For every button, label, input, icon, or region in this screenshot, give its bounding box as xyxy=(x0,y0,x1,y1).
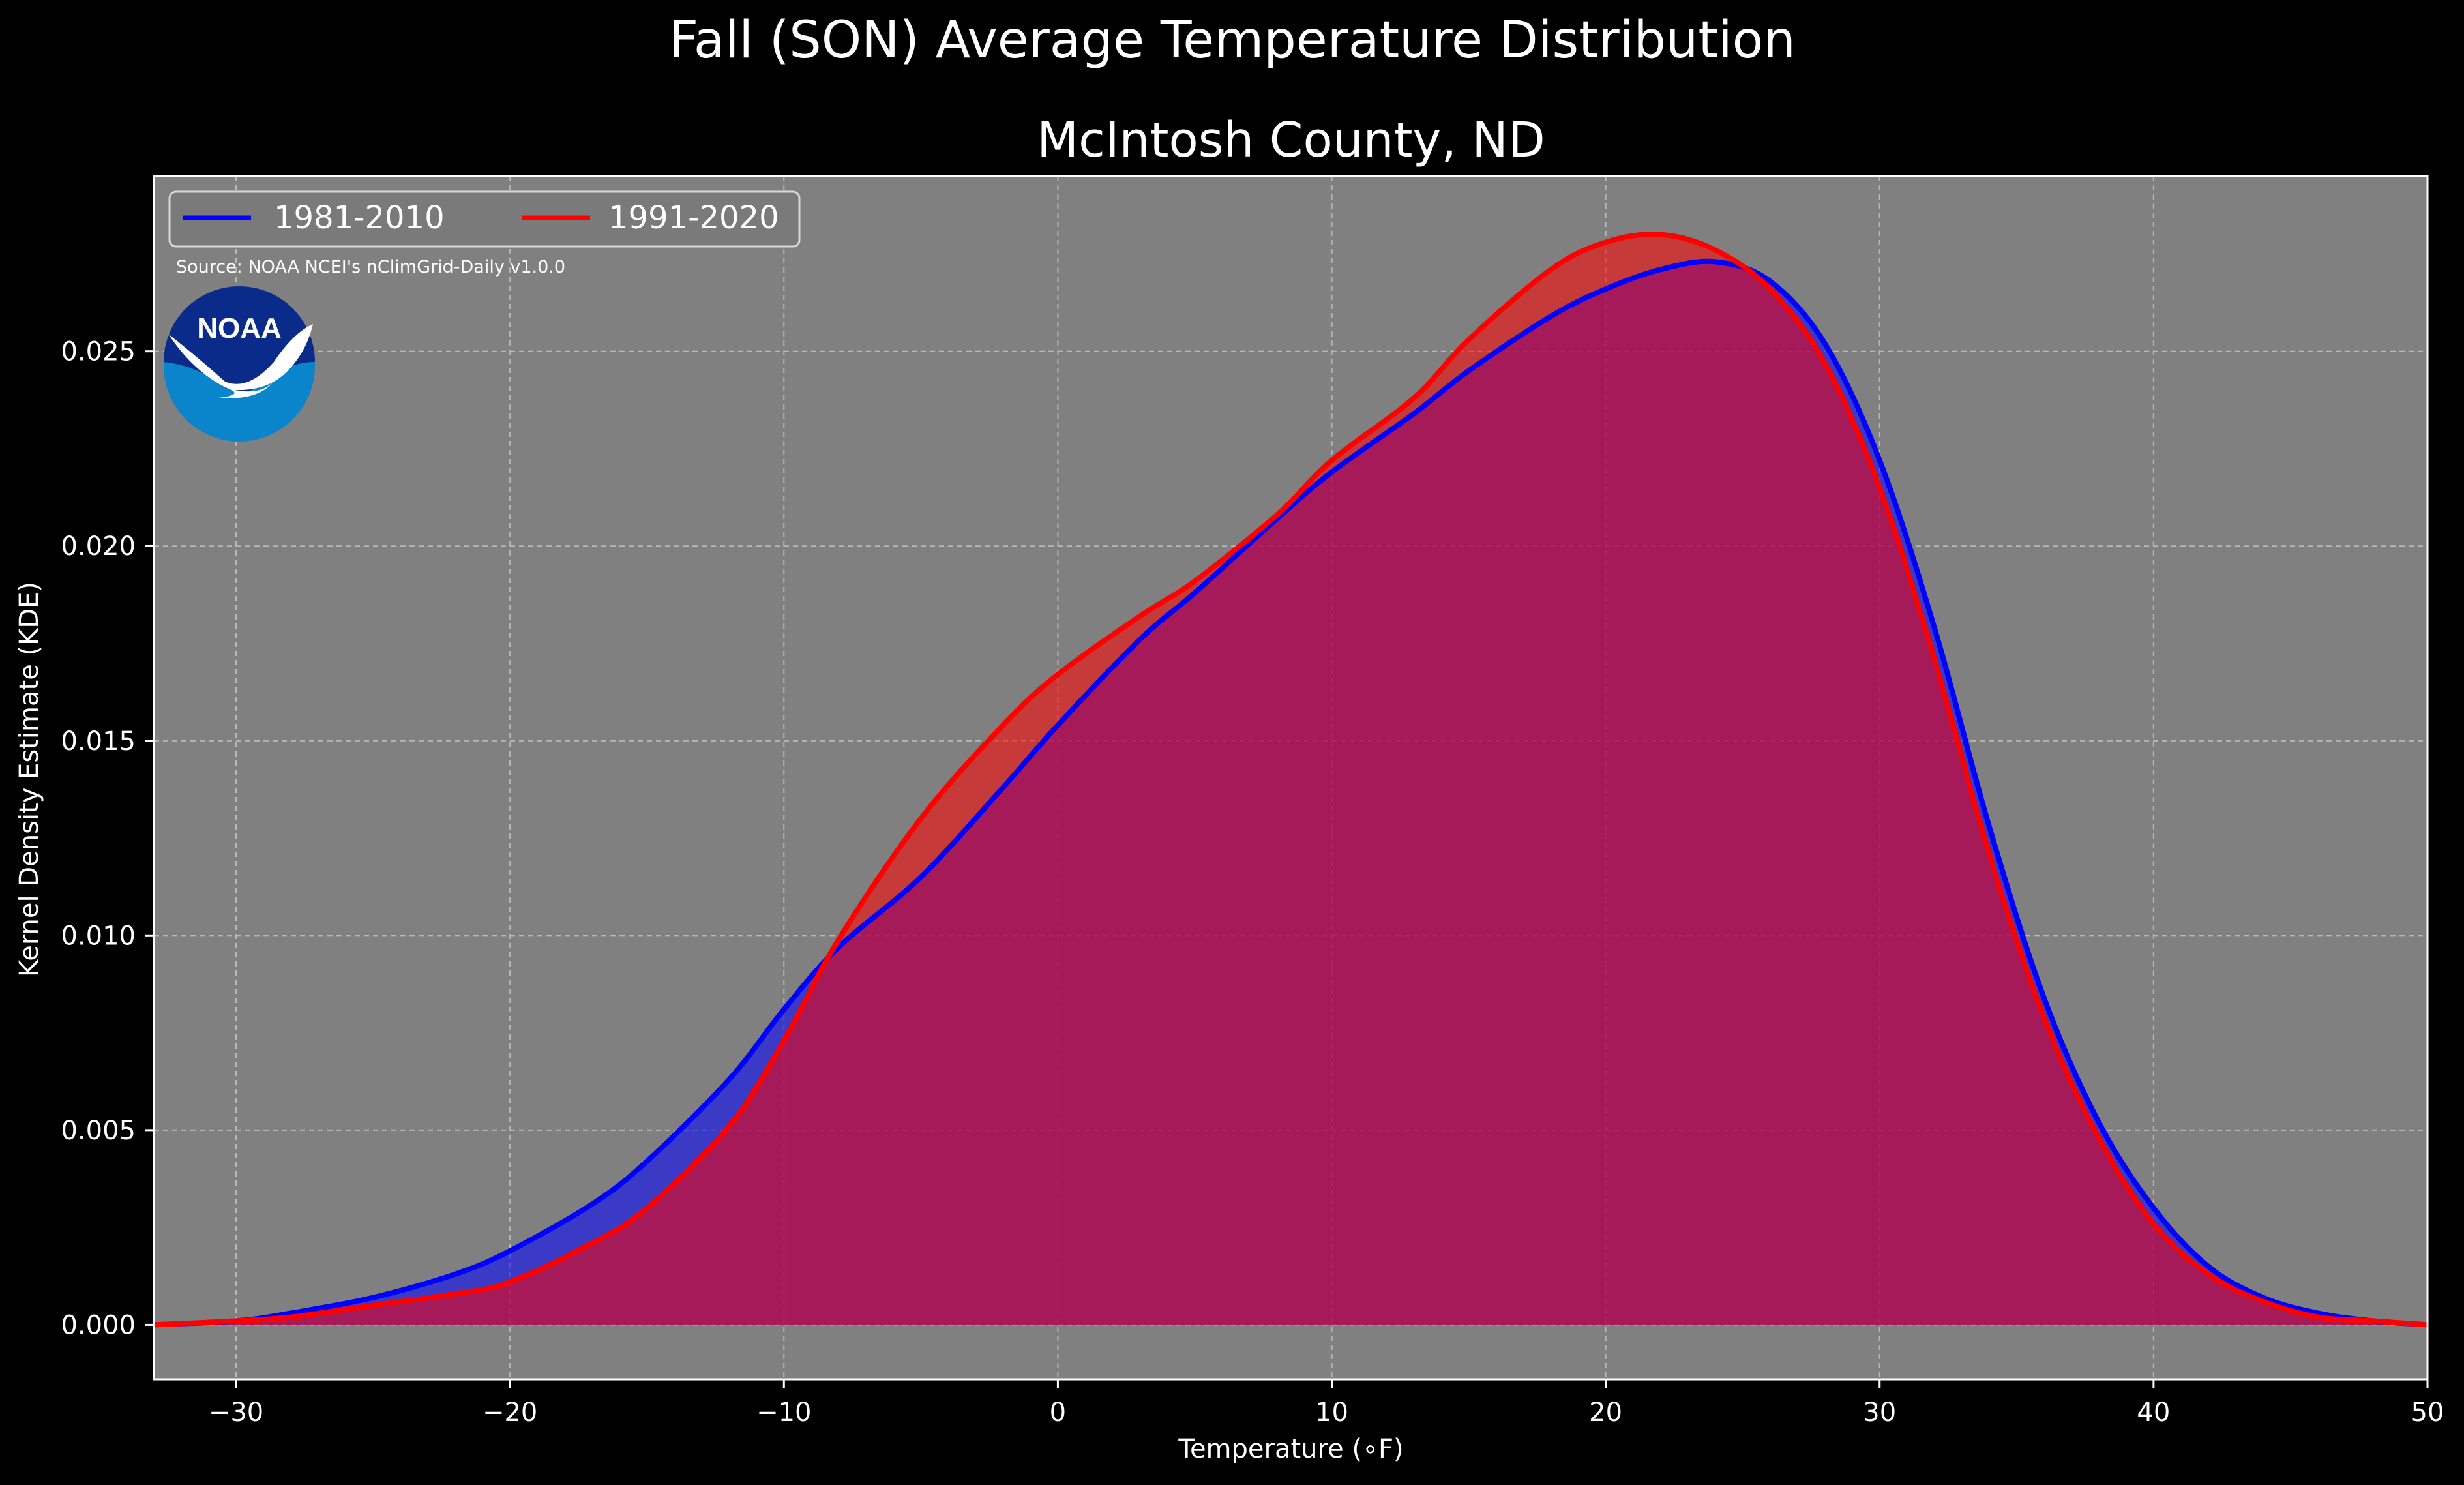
noaa-logo: NOAA xyxy=(164,286,315,442)
x-tick-label: 20 xyxy=(1589,1398,1622,1428)
x-tick-label: 0 xyxy=(1050,1398,1066,1428)
series-fills xyxy=(154,234,2427,1325)
source-note: Source: NOAA NCEI's nClimGrid-Daily v1.0… xyxy=(176,257,565,277)
legend-label-1981-2010: 1981-2010 xyxy=(274,200,445,236)
y-tick-label: 0.010 xyxy=(61,921,136,951)
x-axis: −30 −20 −10 0 10 20 30 40 50 xyxy=(209,1379,2444,1428)
legend-box xyxy=(168,190,801,248)
y-tick-label: 0.020 xyxy=(61,532,136,562)
chart-subtitle: McIntosh County, ND xyxy=(1037,112,1545,168)
x-tick-label: −30 xyxy=(209,1398,263,1428)
series-area-1991-2020 xyxy=(154,234,2427,1325)
y-axis-label: Kernel Density Estimate (KDE) xyxy=(14,582,44,977)
noaa-logo-gull xyxy=(168,324,313,398)
y-tick-label: 0.005 xyxy=(61,1116,136,1146)
series-line-1991-2020 xyxy=(153,232,2428,1328)
series-line-1981-2010 xyxy=(153,258,2428,1328)
y-tick-label: 0.025 xyxy=(61,337,136,367)
noaa-logo-text: NOAA xyxy=(197,312,282,344)
x-tick-label: −10 xyxy=(756,1398,811,1428)
x-tick-label: 10 xyxy=(1315,1398,1348,1428)
legend-label-1991-2020: 1991-2020 xyxy=(608,200,779,236)
x-axis-label: Temperature (∘F) xyxy=(1178,1434,1403,1464)
y-tick-label: 0.000 xyxy=(61,1310,136,1340)
x-tick-label: −20 xyxy=(482,1398,537,1428)
series-lines xyxy=(153,232,2428,1328)
chart-title: Fall (SON) Average Temperature Distribut… xyxy=(669,11,1796,70)
x-tick-label: 30 xyxy=(1863,1398,1896,1428)
y-axis: 0.000 0.005 0.010 0.015 0.020 0.025 xyxy=(61,337,154,1340)
y-tick-label: 0.015 xyxy=(61,727,136,757)
plot-frame xyxy=(153,175,2429,1381)
x-tick-label: 40 xyxy=(2137,1398,2170,1428)
legend: 1981-2010 1991-2020 xyxy=(168,190,801,248)
x-tick-label: 50 xyxy=(2411,1398,2444,1428)
